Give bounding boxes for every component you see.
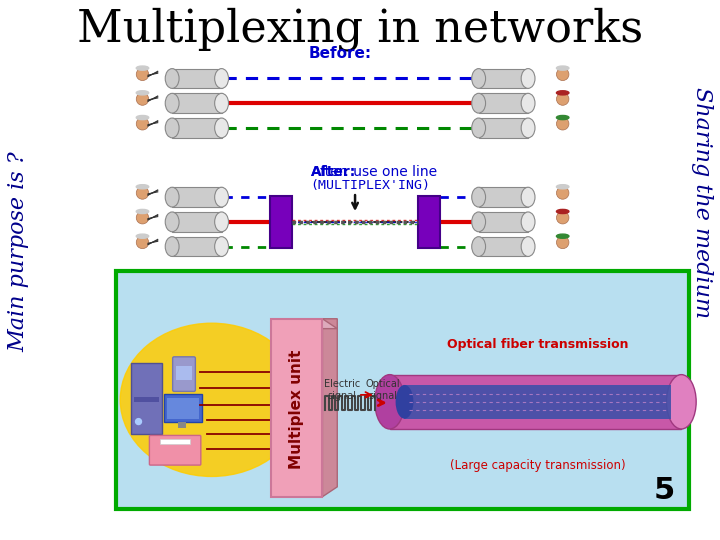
- Text: Sharing the medium: Sharing the medium: [691, 86, 713, 318]
- Text: Main purpose is ?: Main purpose is ?: [7, 151, 29, 352]
- Ellipse shape: [375, 375, 405, 429]
- Ellipse shape: [472, 212, 485, 232]
- Ellipse shape: [215, 187, 228, 207]
- Ellipse shape: [557, 234, 569, 238]
- Text: Electric
signal: Electric signal: [324, 379, 360, 401]
- Bar: [134, 397, 159, 402]
- Polygon shape: [271, 319, 337, 329]
- Text: Multiplexing in networks: Multiplexing in networks: [77, 7, 643, 51]
- Bar: [479, 93, 528, 113]
- Text: Optical fiber transmission: Optical fiber transmission: [447, 338, 629, 351]
- Ellipse shape: [521, 212, 535, 232]
- Circle shape: [136, 118, 149, 130]
- Ellipse shape: [521, 187, 535, 207]
- Ellipse shape: [165, 69, 179, 89]
- Bar: [172, 118, 222, 138]
- Ellipse shape: [557, 66, 569, 70]
- Circle shape: [136, 187, 149, 199]
- Ellipse shape: [215, 69, 228, 89]
- Circle shape: [136, 212, 149, 224]
- Bar: [479, 212, 528, 232]
- Ellipse shape: [667, 375, 696, 429]
- Ellipse shape: [521, 69, 535, 89]
- Ellipse shape: [557, 185, 569, 189]
- Circle shape: [136, 236, 149, 248]
- Text: Multiplex unit: Multiplex unit: [289, 350, 305, 469]
- Ellipse shape: [120, 323, 303, 476]
- Polygon shape: [323, 319, 337, 497]
- Bar: [271, 319, 323, 497]
- Circle shape: [557, 187, 569, 199]
- Ellipse shape: [136, 91, 149, 95]
- Bar: [479, 69, 528, 89]
- Ellipse shape: [136, 185, 149, 189]
- Ellipse shape: [136, 234, 149, 238]
- Ellipse shape: [521, 118, 535, 138]
- Bar: [172, 237, 222, 256]
- Circle shape: [136, 93, 149, 105]
- Ellipse shape: [557, 91, 569, 95]
- Ellipse shape: [136, 66, 149, 70]
- Ellipse shape: [136, 116, 149, 120]
- Bar: [479, 118, 528, 138]
- Bar: [172, 187, 222, 207]
- Ellipse shape: [215, 93, 228, 113]
- Circle shape: [557, 118, 569, 130]
- Ellipse shape: [136, 210, 149, 213]
- Bar: [172, 93, 222, 113]
- Text: (MULTIPLEX'ING): (MULTIPLEX'ING): [310, 179, 431, 192]
- Bar: [130, 363, 162, 435]
- Ellipse shape: [215, 212, 228, 232]
- Ellipse shape: [215, 237, 228, 256]
- Circle shape: [557, 93, 569, 105]
- Bar: [172, 212, 222, 232]
- Bar: [178, 422, 186, 428]
- Ellipse shape: [165, 237, 179, 256]
- Ellipse shape: [165, 212, 179, 232]
- Circle shape: [557, 236, 569, 248]
- Bar: [116, 271, 689, 509]
- Bar: [161, 440, 190, 444]
- Ellipse shape: [165, 118, 179, 138]
- Ellipse shape: [557, 116, 569, 120]
- Ellipse shape: [472, 187, 485, 207]
- Ellipse shape: [472, 118, 485, 138]
- Ellipse shape: [165, 93, 179, 113]
- Circle shape: [136, 68, 149, 80]
- Text: After: use one line: After: use one line: [310, 165, 437, 179]
- Text: 5: 5: [654, 476, 675, 505]
- Circle shape: [557, 212, 569, 224]
- Bar: [390, 375, 681, 429]
- Bar: [172, 69, 222, 89]
- Bar: [418, 196, 440, 247]
- Text: After:: After:: [310, 165, 356, 179]
- Text: Before:: Before:: [309, 46, 372, 61]
- FancyBboxPatch shape: [173, 357, 195, 392]
- Ellipse shape: [395, 385, 413, 418]
- FancyBboxPatch shape: [150, 435, 201, 465]
- Ellipse shape: [557, 210, 569, 213]
- Text: Optical
signal: Optical signal: [366, 379, 400, 401]
- Ellipse shape: [165, 187, 179, 207]
- Ellipse shape: [521, 93, 535, 113]
- Ellipse shape: [472, 93, 485, 113]
- Bar: [405, 385, 672, 418]
- Ellipse shape: [472, 237, 485, 256]
- Ellipse shape: [215, 118, 228, 138]
- Ellipse shape: [472, 69, 485, 89]
- Bar: [479, 237, 528, 256]
- Text: (Large capacity transmission): (Large capacity transmission): [450, 458, 626, 471]
- Circle shape: [135, 418, 142, 424]
- Ellipse shape: [521, 237, 535, 256]
- Bar: [176, 366, 192, 380]
- Circle shape: [557, 68, 569, 80]
- Bar: [270, 196, 292, 247]
- Bar: [167, 398, 199, 419]
- Bar: [164, 394, 202, 422]
- Bar: [479, 187, 528, 207]
